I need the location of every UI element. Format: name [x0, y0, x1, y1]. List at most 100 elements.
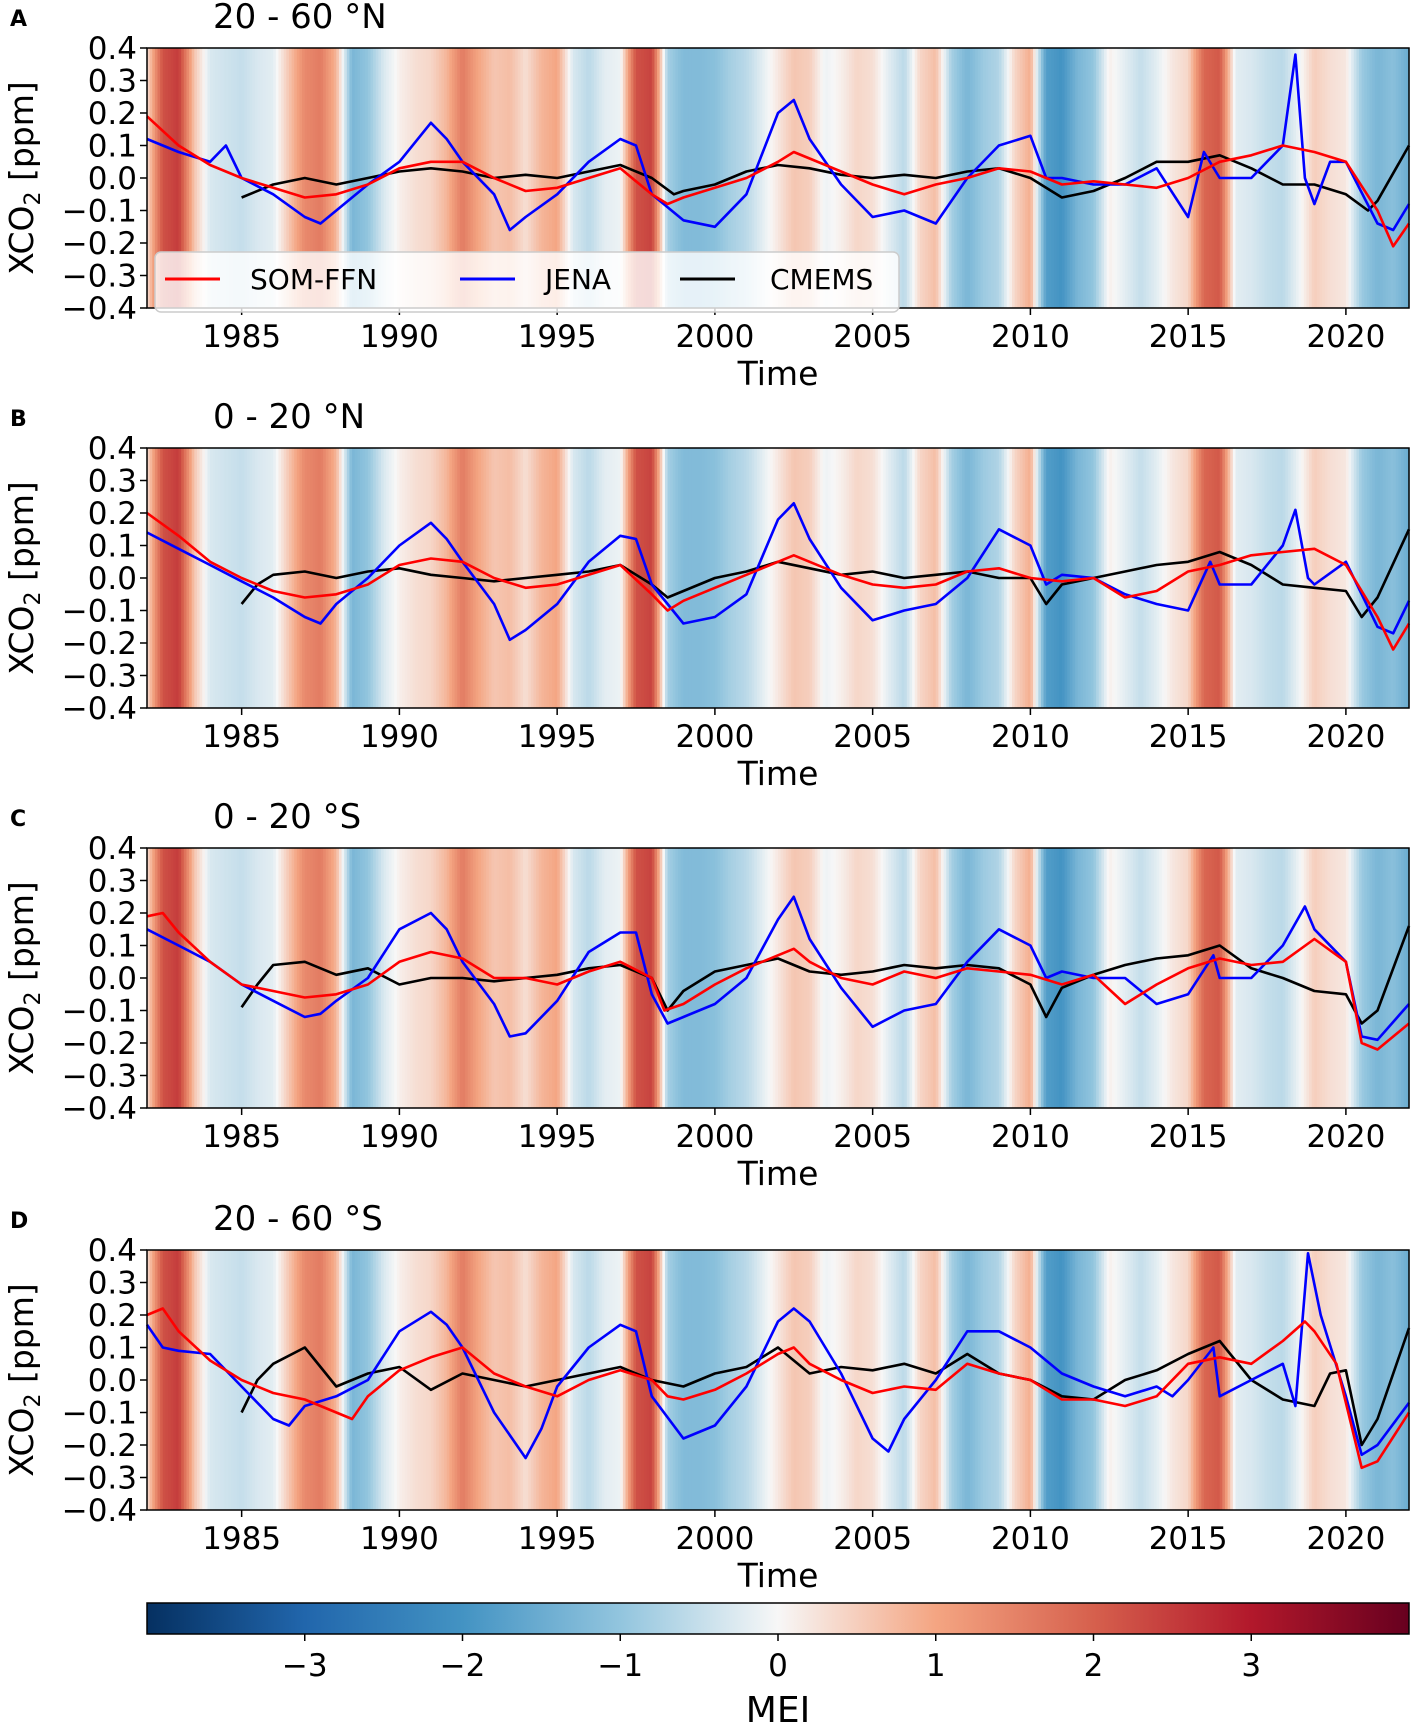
mei-stripe	[1009, 1250, 1013, 1510]
mei-stripe	[925, 448, 929, 708]
x-tick-label: 2005	[833, 319, 912, 355]
mei-stripe	[604, 1250, 608, 1510]
mei-stripe	[1059, 448, 1063, 708]
colorbar-tick-label: 3	[1241, 1648, 1261, 1684]
mei-stripe	[875, 448, 879, 708]
mei-stripe	[302, 848, 306, 1108]
mei-stripe	[901, 48, 905, 308]
mei-stripe	[386, 448, 390, 708]
mei-stripe	[980, 1250, 984, 1510]
mei-stripe	[1009, 848, 1013, 1108]
mei-stripe	[1040, 48, 1045, 308]
mei-stripe	[699, 448, 703, 708]
mei-stripe	[617, 48, 621, 308]
mei-stripe	[246, 1250, 251, 1510]
mei-stripe	[1285, 848, 1289, 1108]
mei-stripe	[583, 848, 587, 1108]
mei-stripe	[310, 48, 314, 308]
x-tick-label: 1990	[360, 1119, 439, 1155]
mei-stripe	[286, 48, 290, 308]
mei-stripe	[625, 448, 629, 708]
mei-stripe	[735, 1250, 740, 1510]
mei-stripe	[867, 448, 871, 708]
mei-stripe	[1085, 48, 1089, 308]
mei-stripe	[394, 1250, 398, 1510]
mei-stripe	[446, 48, 450, 308]
mei-stripe	[591, 448, 595, 708]
y-tick-label: −0.1	[62, 994, 137, 1030]
mei-stripe	[1156, 448, 1160, 708]
mei-stripe	[223, 1250, 227, 1510]
mei-stripe	[402, 48, 406, 308]
mei-stripe	[1180, 448, 1184, 708]
mei-stripe	[1159, 48, 1163, 308]
mei-stripe	[977, 448, 982, 708]
mei-stripe	[278, 48, 282, 308]
mei-stripe	[160, 848, 164, 1108]
mei-stripe	[1109, 448, 1113, 708]
mei-stripe	[967, 848, 971, 1108]
series-line-jena	[146, 895, 1410, 1042]
mei-stripe	[1293, 848, 1297, 1108]
mei-stripe	[399, 448, 403, 708]
mei-stripe	[273, 48, 277, 308]
mei-stripe	[354, 848, 358, 1108]
mei-stripe	[767, 48, 771, 308]
mei-stripe	[1256, 1250, 1260, 1510]
mei-stripe	[325, 48, 330, 308]
mei-stripe	[404, 1250, 408, 1510]
mei-stripe	[891, 1250, 895, 1510]
mei-stripe	[1085, 1250, 1089, 1510]
mei-stripe	[1056, 1250, 1060, 1510]
mei-stripe	[1104, 48, 1108, 308]
mei-stripe	[1146, 448, 1150, 708]
y-tick-label: −0.1	[62, 194, 137, 230]
mei-stripe	[764, 1250, 769, 1510]
mei-stripe	[160, 448, 164, 708]
x-tick-label: 2010	[991, 319, 1070, 355]
mei-stripe	[215, 848, 219, 1108]
mei-stripe	[1188, 848, 1192, 1108]
mei-stripe	[409, 448, 414, 708]
mei-stripe	[328, 848, 332, 1108]
mei-stripe	[825, 1250, 829, 1510]
mei-stripe	[699, 848, 703, 1108]
mei-stripe	[1395, 48, 1400, 308]
mei-stripe	[827, 848, 832, 1108]
mei-stripe	[1209, 448, 1213, 708]
mei-stripe	[186, 448, 190, 708]
mei-stripe	[825, 448, 829, 708]
mei-stripe	[843, 448, 847, 708]
mei-stripe	[425, 48, 429, 308]
mei-stripe	[1303, 448, 1308, 708]
mei-stripe	[1132, 848, 1137, 1108]
mei-stripe	[357, 848, 361, 1108]
mei-stripe	[612, 848, 616, 1108]
mei-stripe	[1382, 848, 1386, 1108]
mei-stripe	[244, 448, 248, 708]
mei-stripe	[893, 448, 897, 708]
mei-stripe	[1272, 848, 1276, 1108]
mei-stripe	[1054, 848, 1058, 1108]
mei-stripe	[1224, 1250, 1229, 1510]
mei-stripe	[1288, 48, 1292, 308]
mei-stripe	[749, 448, 753, 708]
mei-stripe	[362, 1250, 366, 1510]
mei-stripe	[872, 848, 876, 1108]
mei-stripe	[1316, 1250, 1321, 1510]
mei-stripe	[738, 48, 742, 308]
mei-stripe	[793, 448, 797, 708]
mei-stripe	[220, 848, 224, 1108]
mei-stripe	[1301, 848, 1305, 1108]
mei-stripe	[1393, 1250, 1397, 1510]
mei-stripe	[746, 1250, 750, 1510]
mei-stripe	[588, 448, 592, 708]
mei-stripe	[1361, 848, 1365, 1108]
mei-stripe	[1366, 848, 1371, 1108]
mei-stripe	[772, 448, 776, 708]
mei-stripe	[870, 848, 874, 1108]
mei-stripe	[977, 848, 982, 1108]
mei-stripe	[641, 48, 645, 308]
mei-stripe	[183, 848, 188, 1108]
mei-stripe	[317, 848, 322, 1108]
